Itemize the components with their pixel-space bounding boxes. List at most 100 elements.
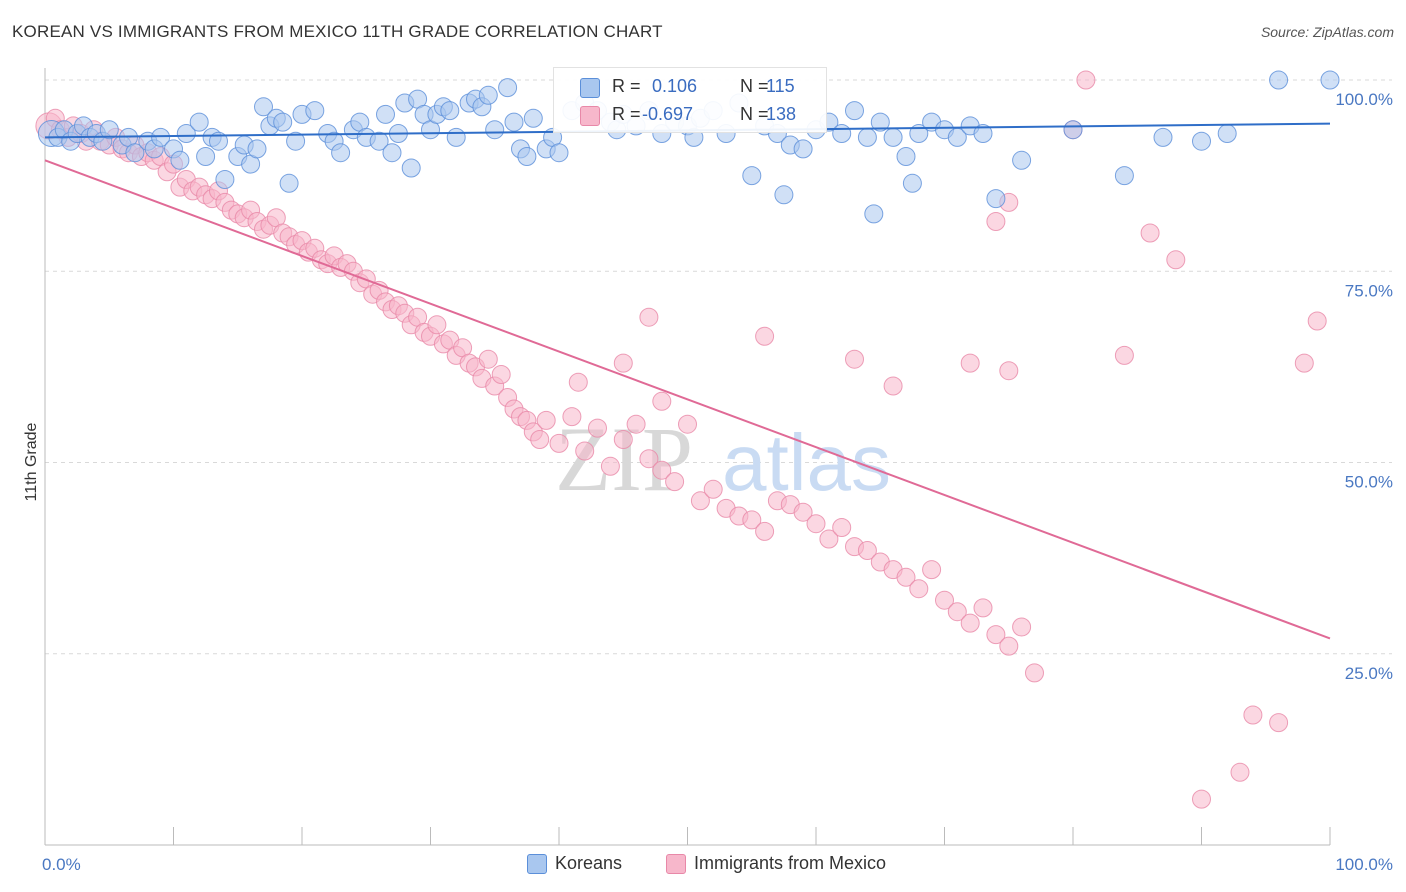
mexico-legend-label: Immigrants from Mexico — [694, 853, 887, 873]
koreans-r-label: R = — [612, 76, 641, 96]
mexico-point-120 — [755, 326, 775, 346]
mexico-point-117 — [613, 353, 633, 373]
koreans-point-89 — [793, 139, 813, 159]
mexico-point-122 — [883, 376, 903, 396]
koreans-point-20 — [196, 147, 216, 166]
y-tick-label-1: 75.0% — [1345, 281, 1393, 300]
mexico-point-85 — [639, 449, 659, 469]
y-axis-label: 11th Grade — [23, 422, 40, 501]
mexico-point-99 — [819, 529, 839, 549]
mexico-point-115 — [1025, 663, 1044, 683]
mexico-swatch — [580, 106, 600, 126]
mexico-legend-swatch — [666, 854, 686, 874]
koreans-point-61 — [504, 112, 524, 132]
legend-row-mexico: R = -0.697 N = 138 — [554, 102, 826, 130]
koreans-n-value: 115 — [766, 76, 795, 96]
koreans-point-15 — [151, 127, 171, 147]
mexico-point-108 — [935, 590, 954, 610]
mexico-point-114 — [1012, 617, 1032, 637]
watermark-atlas: atlas — [722, 418, 891, 507]
mexico-point-107 — [922, 560, 942, 580]
koreans-swatch — [580, 78, 600, 98]
mexico-point-76 — [530, 430, 550, 449]
mexico-point-124 — [999, 361, 1019, 381]
chart-title: KOREAN VS IMMIGRANTS FROM MEXICO 11TH GR… — [12, 22, 663, 41]
mexico-point-100 — [832, 518, 852, 537]
mexico-point-111 — [973, 598, 993, 618]
mexico-point-110 — [960, 613, 980, 633]
koreans-point-92 — [832, 124, 852, 143]
koreans-point-67 — [549, 143, 569, 163]
koreans-point-96 — [870, 112, 890, 132]
x-tick-label-0: 0.0% — [42, 855, 81, 874]
watermark-zip: ZIP — [555, 408, 693, 510]
mexico-point-118 — [639, 307, 659, 327]
koreans-point-109 — [1114, 166, 1134, 186]
legend-row-koreans: R = 0.106 N = 115 — [554, 74, 826, 102]
koreans-point-42 — [369, 131, 389, 151]
mexico-point-88 — [678, 414, 697, 434]
koreans-point-12 — [125, 143, 145, 163]
trend-lines — [44, 122, 1331, 640]
mexico-point-89 — [690, 491, 710, 511]
koreans-point-35 — [305, 101, 325, 121]
mexico-point-106 — [909, 579, 929, 599]
koreans-point-63 — [517, 147, 537, 166]
koreans-point-108 — [1063, 120, 1083, 140]
koreans-point-43 — [376, 104, 395, 124]
koreans-legend-swatch — [527, 854, 547, 874]
series-legend: Koreans Immigrants from Mexico — [0, 852, 1406, 878]
koreans-point-105 — [973, 124, 993, 143]
koreans-n-label: N = — [740, 76, 769, 96]
mexico-point-77 — [536, 410, 556, 430]
axes — [44, 68, 1331, 846]
mexico-point-94 — [755, 521, 775, 541]
koreans-point-9 — [99, 120, 119, 140]
mexico-point-98 — [806, 514, 826, 534]
tick-labels: 100.0% 75.0% 50.0% 25.0% 0.0% 100.0% — [42, 90, 1393, 874]
mexico-point-112 — [986, 625, 1006, 645]
mexico-point-80 — [575, 441, 595, 461]
mexico-point-135 — [1294, 353, 1314, 373]
y-tick-label-3: 25.0% — [1345, 664, 1393, 683]
koreans-point-114 — [1320, 70, 1340, 90]
mexico-point-125 — [986, 212, 1006, 231]
koreans-point-110 — [1153, 127, 1173, 147]
mexico-point-137 — [1192, 789, 1211, 809]
mexico-point-86 — [652, 460, 672, 480]
koreans-point-95 — [864, 204, 884, 224]
mexico-point-134 — [1269, 713, 1289, 733]
koreans-point-87 — [774, 185, 794, 205]
mexico-point-136 — [1307, 311, 1327, 331]
koreans-point-22 — [209, 131, 228, 151]
mexico-point-83 — [613, 430, 633, 449]
koreans-legend-label: Koreans — [555, 853, 623, 873]
mexico-point-93 — [742, 510, 762, 530]
koreans-point-17 — [170, 150, 190, 170]
mexico-r-label: R = — [612, 104, 641, 124]
koreans-point-113 — [1269, 70, 1289, 90]
mexico-point-70 — [491, 365, 511, 384]
mexico-point-79 — [562, 407, 582, 427]
koreans-point-93 — [845, 101, 864, 121]
mexico-point-84 — [626, 414, 646, 434]
koreans-point-33 — [286, 131, 306, 151]
mexico-n-value: 138 — [766, 104, 797, 124]
koreans-point-111 — [1192, 131, 1211, 151]
koreans-point-60 — [498, 78, 518, 98]
y-tick-label-2: 50.0% — [1345, 473, 1393, 492]
mexico-point-81 — [588, 418, 607, 438]
mexico-point-133 — [1243, 705, 1263, 725]
mexico-trend-line — [44, 159, 1331, 640]
watermark: ZIP atlas — [555, 408, 891, 510]
koreans-point-106 — [986, 189, 1006, 209]
koreans-point-53 — [440, 101, 460, 121]
koreans-point-99 — [902, 173, 922, 193]
mexico-point-130 — [1140, 223, 1160, 243]
mexico-point-90 — [703, 479, 723, 499]
mexico-r-value: -0.697 — [642, 104, 694, 124]
koreans-point-64 — [523, 108, 543, 128]
mexico-point-131 — [1166, 250, 1186, 270]
koreans-point-98 — [896, 147, 916, 166]
